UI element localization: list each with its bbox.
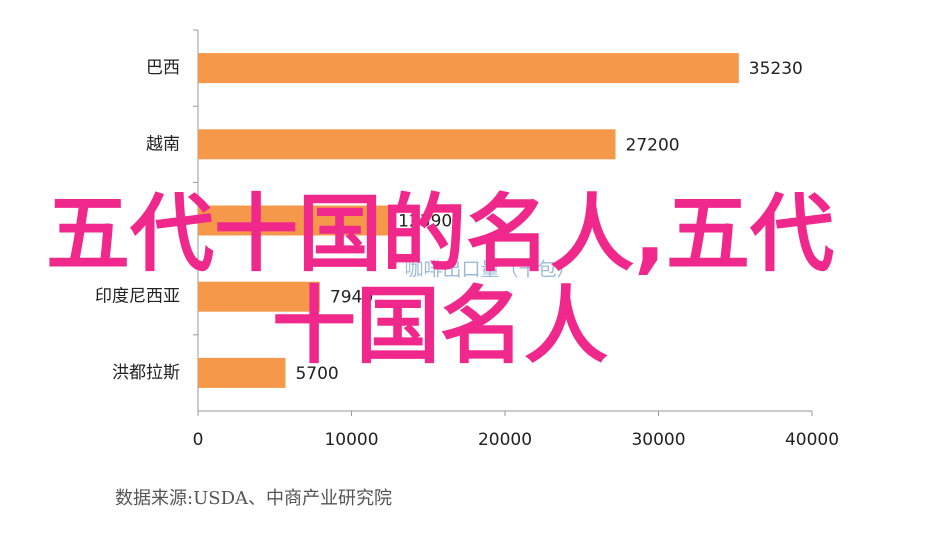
y-tick-label: 巴西 bbox=[146, 58, 180, 78]
bar bbox=[198, 357, 286, 388]
value-label: 12390 bbox=[398, 212, 452, 232]
y-tick-label: 洪都拉斯 bbox=[112, 363, 180, 383]
value-label: 27200 bbox=[626, 135, 680, 155]
overlay-title: 五代十国的名人,五代十国名人 bbox=[46, 185, 834, 375]
bar bbox=[198, 53, 739, 84]
bar bbox=[198, 205, 389, 236]
x-tick-label: 30000 bbox=[631, 430, 685, 450]
value-label: 7940 bbox=[330, 288, 373, 308]
x-tick-label: 20000 bbox=[478, 430, 532, 450]
value-label: 35230 bbox=[749, 59, 803, 79]
bar bbox=[198, 281, 320, 312]
value-label: 5700 bbox=[295, 364, 338, 384]
source-note: 数据来源:USDA、中商产业研究院 bbox=[115, 488, 392, 509]
x-tick-label: 10000 bbox=[324, 430, 378, 450]
x-tick-label: 0 bbox=[193, 430, 204, 450]
x-tick-label: 40000 bbox=[785, 430, 839, 450]
watermark-annotation: 咖啡出口量（千包） bbox=[404, 259, 575, 281]
y-tick-label: 印度尼西亚 bbox=[95, 287, 180, 307]
y-tick-label: 越南 bbox=[146, 134, 180, 154]
bar bbox=[198, 129, 616, 160]
